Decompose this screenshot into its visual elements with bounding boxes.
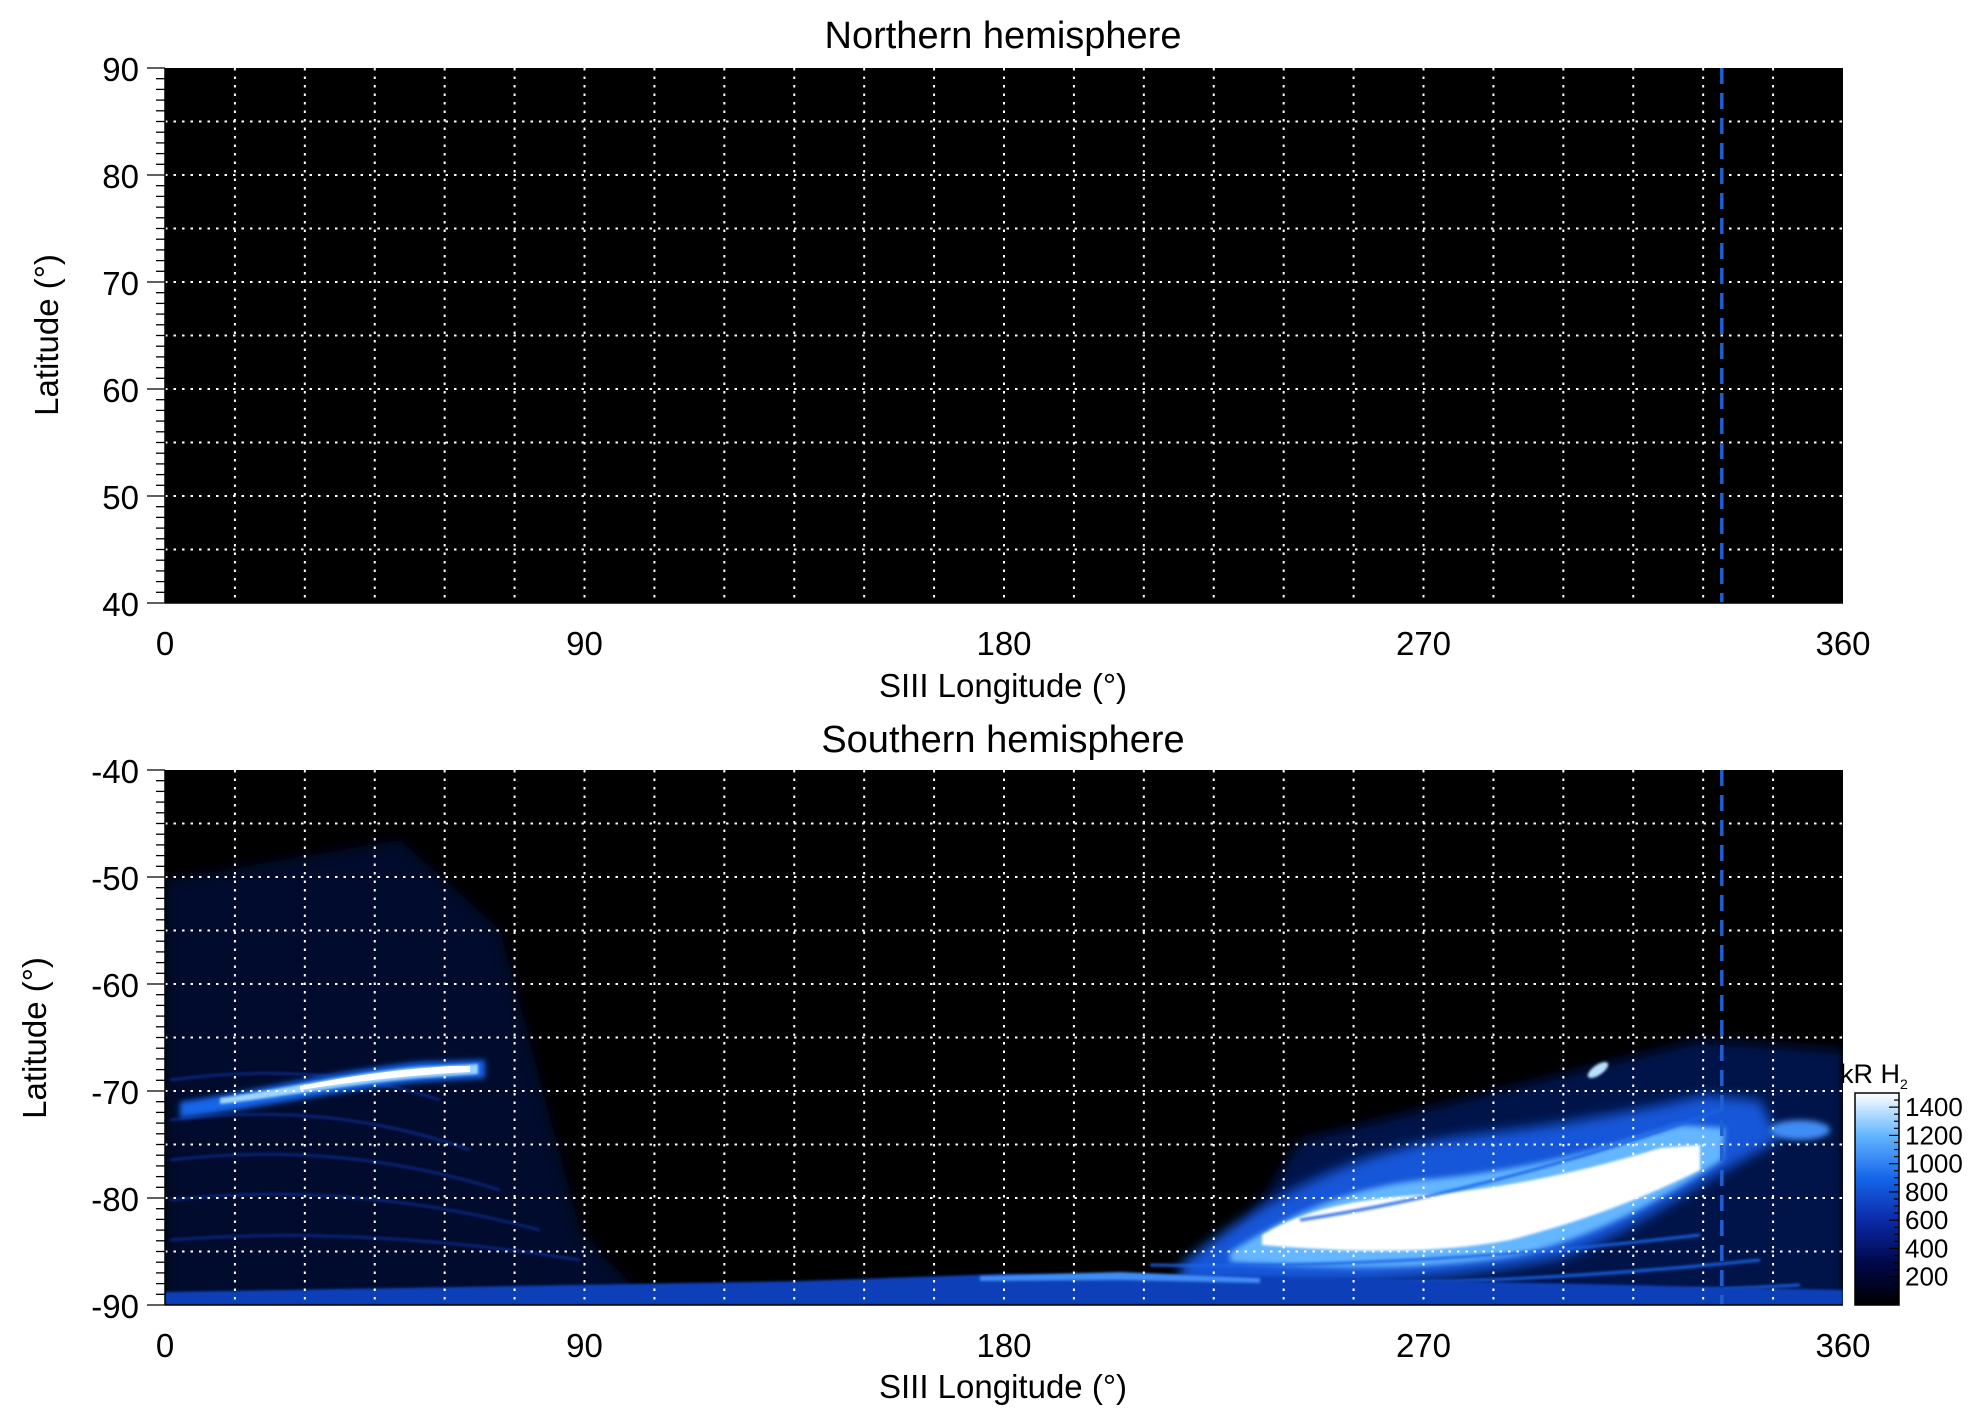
colorbar-tick-label: 600 xyxy=(1905,1205,1948,1235)
x-tick-label: 270 xyxy=(1396,1327,1451,1364)
x-tick-label: 90 xyxy=(566,625,603,662)
colorbar-tick-label: 200 xyxy=(1905,1262,1948,1292)
edge-patch xyxy=(1770,1120,1830,1140)
x-tick-label: 360 xyxy=(1815,1327,1870,1364)
northern-y-axis-label: Latitude (°) xyxy=(28,254,65,416)
y-tick-label: 70 xyxy=(102,265,139,302)
x-tick-label: 270 xyxy=(1396,625,1451,662)
x-tick-label: 360 xyxy=(1815,625,1870,662)
x-tick-label: 0 xyxy=(156,1327,174,1364)
y-tick-label: -40 xyxy=(91,753,139,790)
colorbar-tick-label: 1200 xyxy=(1905,1120,1963,1150)
southern-title: Southern hemisphere xyxy=(821,719,1184,761)
colorbar-tick-label: 1400 xyxy=(1905,1092,1963,1122)
colorbar-tick-label: 400 xyxy=(1905,1233,1948,1263)
right-oval-core xyxy=(1262,1145,1700,1251)
y-tick-label: -70 xyxy=(91,1074,139,1111)
x-tick-label: 180 xyxy=(976,625,1031,662)
colorbar-tick-label: 800 xyxy=(1905,1177,1948,1207)
northern-x-axis: 0 90 180 270 360 xyxy=(156,602,1871,662)
x-tick-label: 0 xyxy=(156,625,174,662)
southern-y-axis: -40 -50 -60 -70 -80 -90 xyxy=(91,753,166,1325)
left-streaks xyxy=(169,1071,581,1262)
x-tick-label: 180 xyxy=(976,1327,1031,1364)
southern-x-axis: 0 90 180 270 360 xyxy=(156,1304,1871,1364)
x-tick-label: 90 xyxy=(566,1327,603,1364)
y-tick-label: 80 xyxy=(102,158,139,195)
y-tick-label: -80 xyxy=(91,1181,139,1218)
northern-title: Northern hemisphere xyxy=(825,15,1182,57)
southern-y-axis-label: Latitude (°) xyxy=(16,957,53,1119)
northern-map-background xyxy=(165,68,1843,603)
northern-y-axis: 40 50 60 70 80 90 xyxy=(102,51,166,623)
southern-x-axis-label: SIII Longitude (°) xyxy=(879,1368,1127,1405)
northern-panel: Northern hemisphere 40 50 60 70 80 90 0 90 180 2… xyxy=(28,15,1871,704)
colorbar-gradient xyxy=(1854,1092,1900,1306)
polar-strip-bright xyxy=(980,1272,1260,1283)
colorbar-label: kR H2 xyxy=(1840,1059,1908,1092)
northern-x-axis-label: SIII Longitude (°) xyxy=(879,667,1127,704)
southern-panel: Southern hemisphere xyxy=(16,719,1871,1405)
y-tick-label: -50 xyxy=(91,860,139,897)
y-tick-label: 50 xyxy=(102,479,139,516)
y-tick-label: -90 xyxy=(91,1288,139,1325)
y-tick-label: 60 xyxy=(102,372,139,409)
y-tick-label: 90 xyxy=(102,51,139,88)
y-tick-label: -60 xyxy=(91,967,139,1004)
small-spot xyxy=(1587,1061,1609,1079)
left-arc-peak xyxy=(300,1066,470,1090)
y-tick-label: 40 xyxy=(102,586,139,623)
colorbar-tick-label: 1000 xyxy=(1905,1149,1963,1179)
